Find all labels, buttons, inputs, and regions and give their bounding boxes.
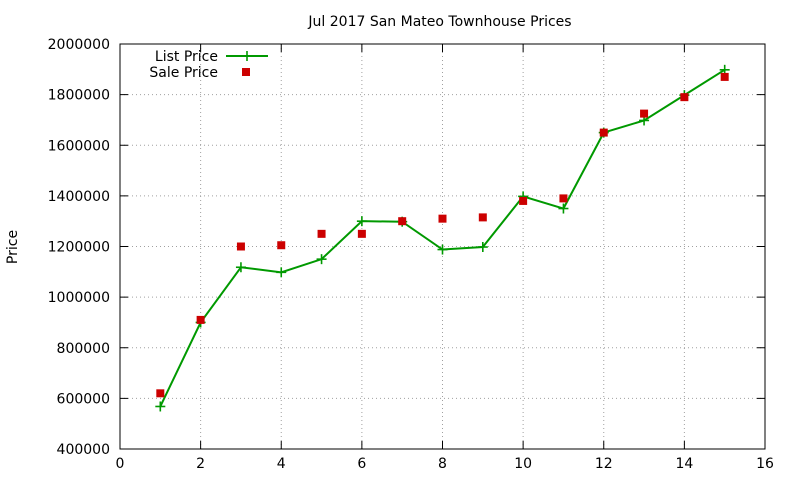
y-tick-label: 2000000: [48, 37, 110, 53]
y-axis-label: Price: [5, 230, 21, 264]
list-price-point: [155, 401, 166, 412]
sale-price-point: [236, 242, 245, 251]
x-tick-label: 12: [595, 456, 613, 472]
sale-price-point: [519, 196, 528, 205]
sale-price-point: [277, 241, 286, 250]
list-price-point: [235, 262, 246, 273]
sale-price-point: [680, 93, 689, 102]
list-price-point: [558, 203, 569, 214]
y-tick-label: 600000: [57, 391, 110, 407]
list-price-point: [437, 244, 448, 255]
list-price-point: [356, 216, 367, 227]
y-tick-label: 1600000: [48, 138, 110, 154]
sale-price-point: [156, 389, 165, 398]
sale-price-point: [559, 194, 568, 203]
y-tick-label: 400000: [57, 442, 110, 458]
list-price-point: [477, 242, 488, 253]
x-tick-label: 16: [756, 456, 774, 472]
sale-price-point: [196, 315, 205, 324]
y-tick-label: 800000: [57, 341, 110, 357]
list-price-point: [276, 267, 287, 278]
sale-price-point: [438, 214, 447, 223]
x-tick-label: 14: [675, 456, 693, 472]
tick-layer: 0 2 4 6 8 10 12 14 16 400000 600000 800000 1000000 12…: [48, 37, 774, 472]
sale-price-point: [357, 229, 366, 238]
x-tick-label: 8: [438, 456, 447, 472]
y-tick-label: 1000000: [48, 290, 110, 306]
chart-title: Jul 2017 San Mateo Townhouse Prices: [307, 14, 571, 30]
sale-price-point: [640, 109, 649, 118]
x-tick-label: 0: [116, 456, 125, 472]
legend-label: List Price: [155, 49, 218, 65]
list-price-point: [316, 254, 327, 265]
legend-label: Sale Price: [149, 65, 218, 81]
sale-price-point: [398, 217, 407, 226]
sale-price-point: [317, 229, 326, 238]
x-tick-label: 2: [196, 456, 205, 472]
y-tick-label: 1400000: [48, 189, 110, 205]
legend-square-marker: [242, 68, 250, 76]
sale-price-point: [478, 213, 487, 222]
x-tick-label: 6: [357, 456, 366, 472]
sale-price-point: [720, 72, 729, 81]
y-tick-label: 1800000: [48, 88, 110, 104]
x-tick-label: 10: [514, 456, 532, 472]
x-tick-label: 4: [277, 456, 286, 472]
y-tick-label: 1200000: [48, 240, 110, 256]
legend-plus-marker: [242, 51, 252, 61]
series-layer: [155, 64, 730, 412]
sale-price-point: [599, 128, 608, 137]
